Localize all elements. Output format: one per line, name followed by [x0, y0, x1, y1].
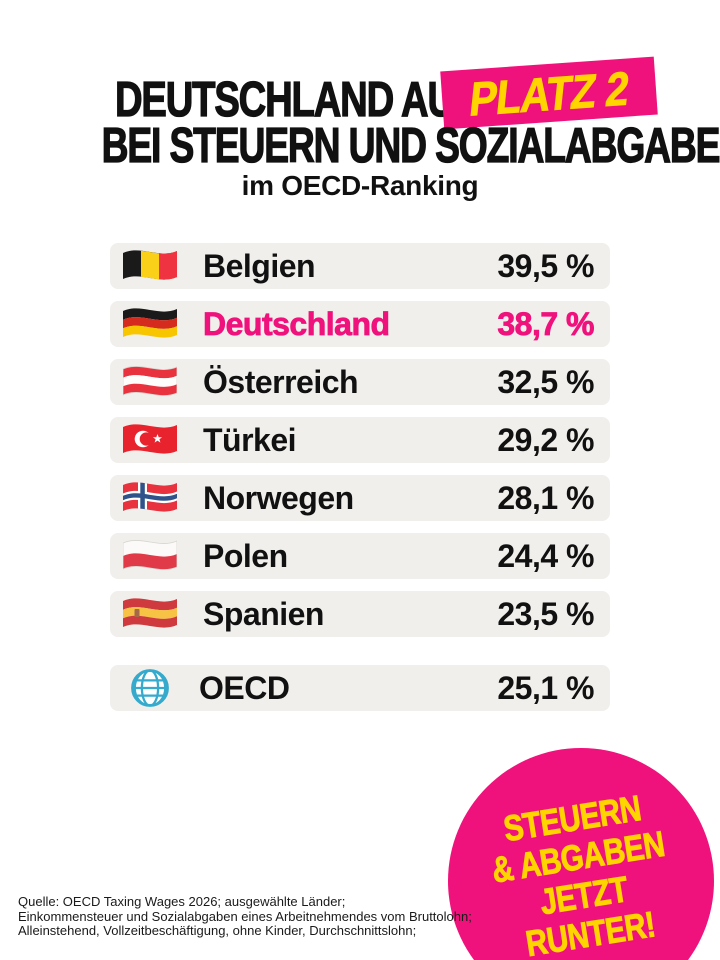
ranking-row-belgien: Belgien 39,5 %	[110, 243, 610, 289]
ranking-row-spanien: Spanien 23,5 %	[110, 591, 610, 637]
source-note: Quelle: OECD Taxing Wages 2026; ausgewäh…	[18, 894, 472, 939]
turkey-flag-icon	[123, 424, 177, 454]
country-value: 28,1 %	[497, 479, 594, 516]
campaign-sticker: STEUERN & ABGABEN JETZT RUNTER!	[448, 748, 714, 960]
country-value: 23,5 %	[497, 595, 594, 632]
campaign-sticker-text: STEUERN & ABGABEN JETZT RUNTER!	[464, 782, 698, 960]
country-value: 38,7 %	[497, 305, 595, 342]
country-value: 39,5 %	[497, 247, 594, 284]
ranking-row-oesterreich: Österreich 32,5 %	[110, 359, 610, 405]
poland-flag-icon	[123, 540, 177, 570]
country-label: Türkei	[203, 421, 297, 458]
germany-flag-icon	[123, 308, 177, 338]
ranking-row-norwegen: Norwegen 28,1 %	[110, 475, 610, 521]
country-label: Belgien	[203, 247, 316, 284]
globe-icon	[131, 669, 169, 707]
subtitle: im OECD-Ranking	[241, 170, 479, 201]
norway-flag-icon	[123, 482, 177, 512]
ranking-row-tuerkei: Türkei 29,2 %	[110, 417, 610, 463]
country-label: Österreich	[203, 363, 359, 400]
platz-2-badge-label: PLATZ 2	[467, 60, 632, 126]
country-label: Polen	[203, 537, 288, 574]
austria-flag-icon	[123, 366, 177, 396]
source-line-1: Quelle: OECD Taxing Wages 2026; ausgewäh…	[18, 894, 346, 909]
spain-flag-icon	[123, 598, 177, 628]
source-line-3: Alleinstehend, Vollzeitbeschäftigung, oh…	[18, 923, 417, 938]
country-label: Norwegen	[203, 479, 354, 516]
source-line-2: Einkommensteuer und Sozialabgaben eines …	[18, 908, 472, 924]
oecd-label: OECD	[199, 669, 290, 706]
ranking-row-polen: Polen 24,4 %	[110, 533, 610, 579]
title-line2: BEI STEUERN UND SOZIALABGABEN	[101, 118, 720, 173]
country-value: 29,2 %	[497, 421, 594, 458]
ranking-list: Belgien 39,5 % Deutschland 38,7 % Österr…	[110, 243, 610, 723]
belgium-flag-icon	[123, 250, 177, 280]
ranking-row-deutschland: Deutschland 38,7 %	[110, 301, 610, 347]
title-line1: DEUTSCHLAND AUF	[114, 72, 477, 127]
country-label: Deutschland	[203, 305, 391, 342]
country-label: Spanien	[203, 595, 324, 632]
ranking-row-oecd: OECD 25,1 %	[110, 665, 610, 711]
country-value: 32,5 %	[497, 363, 594, 400]
oecd-value: 25,1 %	[497, 669, 594, 706]
country-value: 24,4 %	[497, 537, 594, 574]
